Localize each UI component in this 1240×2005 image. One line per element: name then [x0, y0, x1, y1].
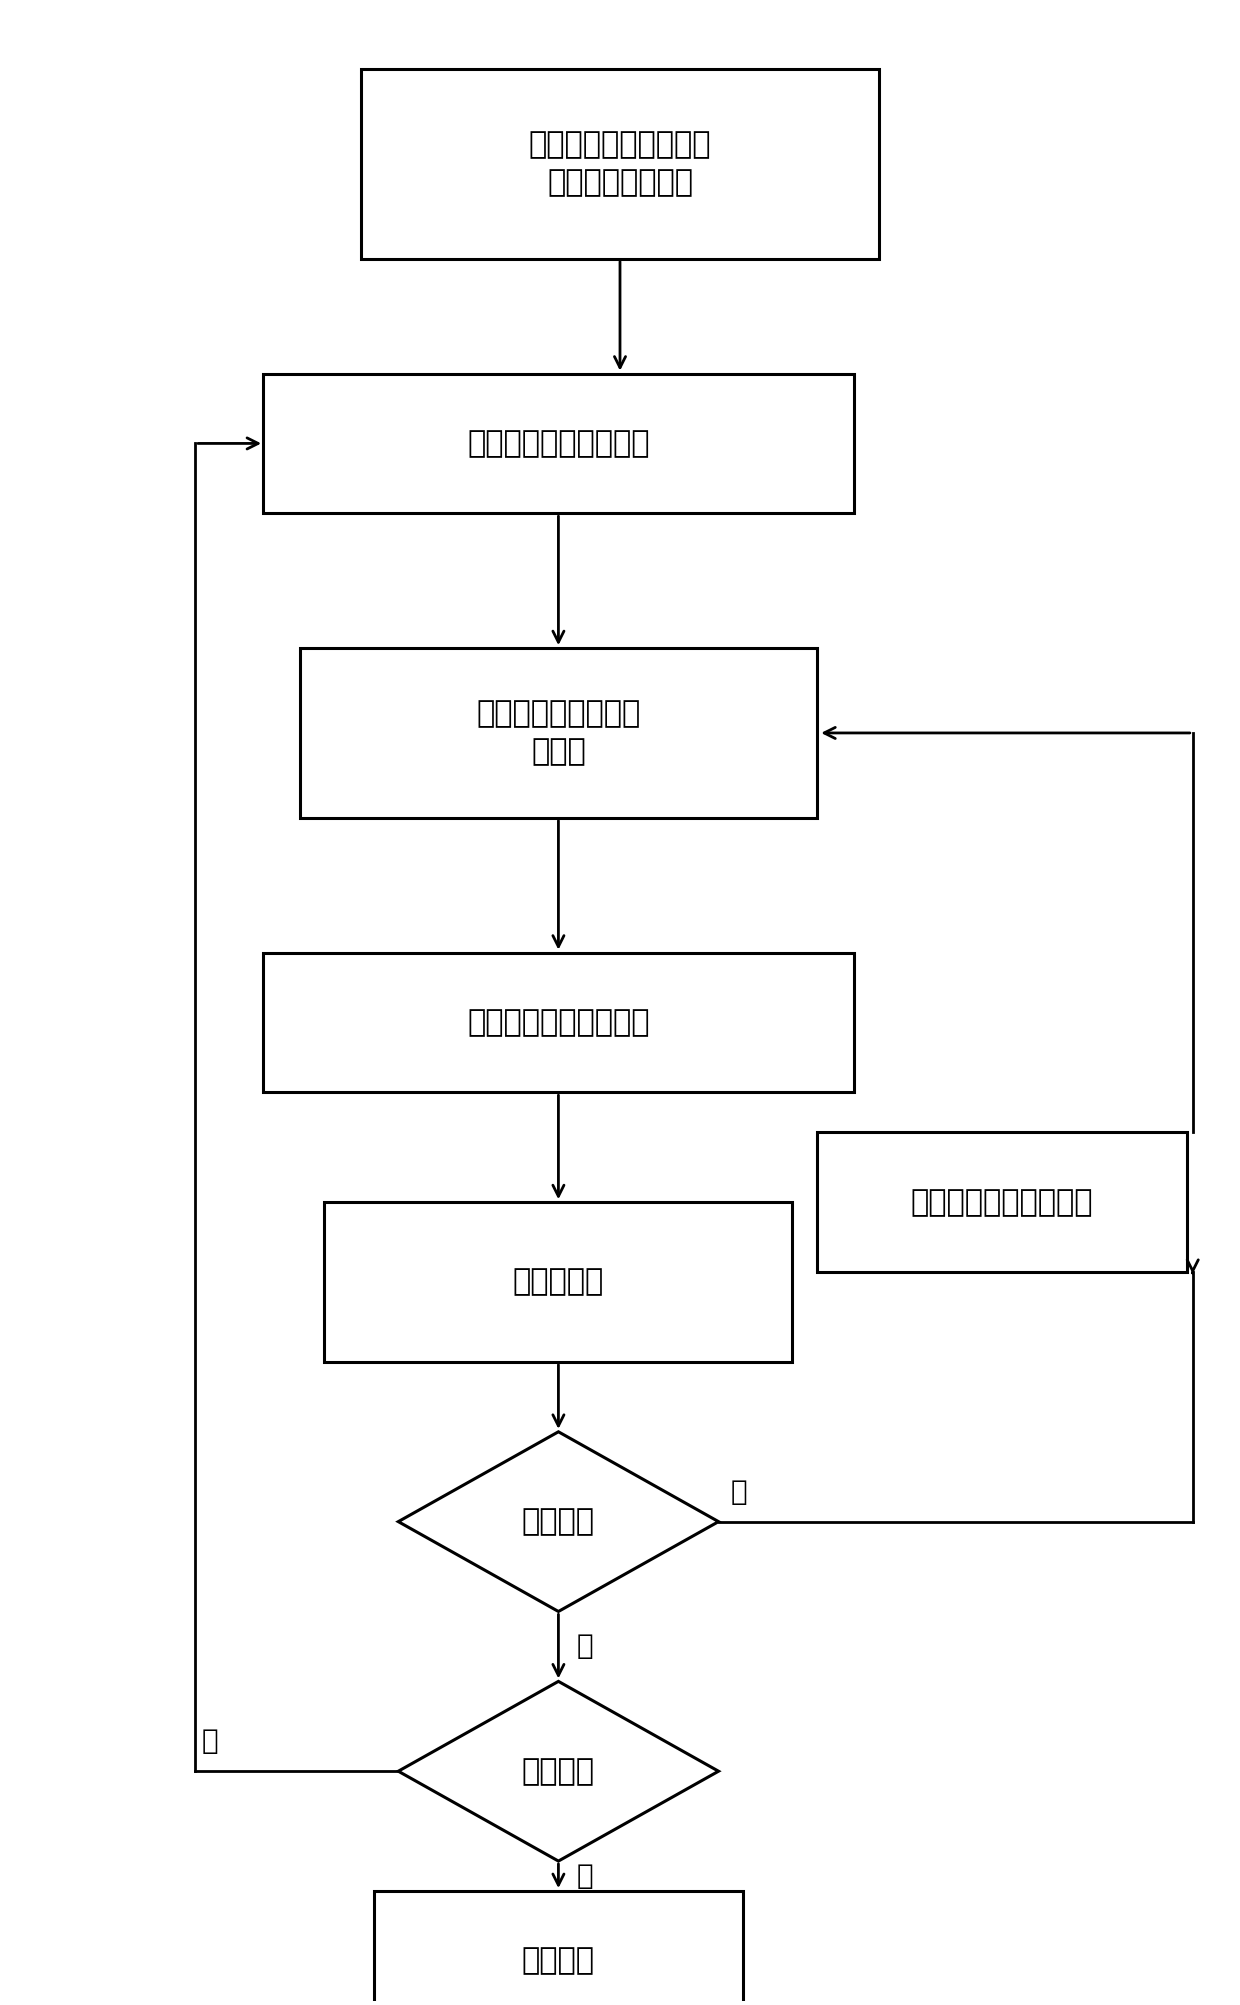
- Polygon shape: [398, 1682, 718, 1861]
- Bar: [817, 1133, 1187, 1271]
- Text: 解离散方程: 解离散方程: [513, 1267, 604, 1297]
- Bar: [263, 952, 854, 1093]
- Text: 建立离散方程，方程
离散化: 建立离散方程，方程 离散化: [476, 700, 641, 766]
- Text: 划分子区域，确定节点: 划分子区域，确定节点: [467, 429, 650, 457]
- Bar: [263, 373, 854, 513]
- Bar: [373, 1891, 743, 2005]
- Text: 否: 否: [201, 1726, 218, 1754]
- Polygon shape: [398, 1432, 718, 1612]
- Text: 是: 是: [577, 1632, 594, 1660]
- Bar: [361, 68, 879, 259]
- Text: 解收敛否: 解收敛否: [522, 1756, 595, 1786]
- Bar: [325, 1203, 792, 1361]
- Text: 以当前值重建离散方程: 以当前值重建离散方程: [910, 1187, 1094, 1217]
- Text: 初始与边界条件离散化: 初始与边界条件离散化: [467, 1009, 650, 1037]
- Text: 是否线性: 是否线性: [522, 1508, 595, 1536]
- Text: 解的分析: 解的分析: [522, 1947, 595, 1975]
- Text: 建立控制方程、确定初
始条件与边界条件: 建立控制方程、确定初 始条件与边界条件: [528, 130, 712, 198]
- Bar: [300, 648, 817, 818]
- Text: 否: 否: [730, 1478, 748, 1506]
- Text: 是: 是: [577, 1863, 594, 1891]
